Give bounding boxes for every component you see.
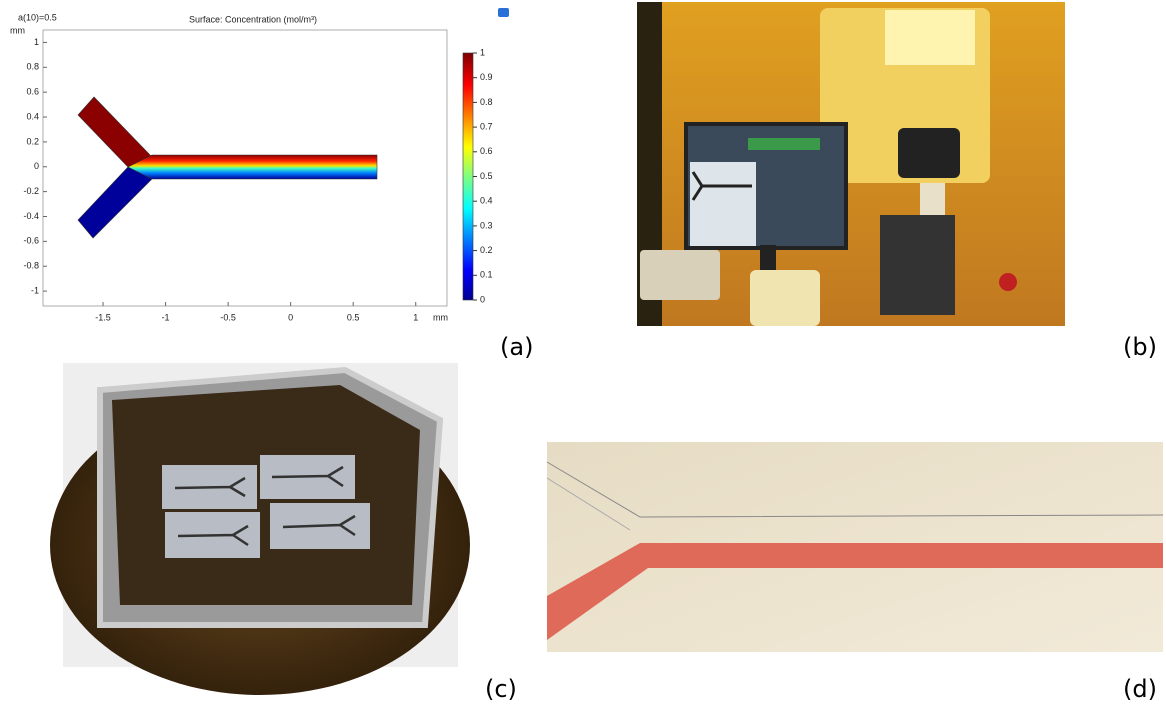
y-tick-label: -0.6: [23, 236, 39, 246]
y-tick-label: -0.8: [23, 261, 39, 271]
parameter: a(10)=0.5: [18, 12, 57, 22]
button: [999, 273, 1017, 291]
channel: [128, 155, 377, 179]
colorbar-tick-label: 0.7: [480, 121, 493, 131]
printer-window: [898, 128, 960, 178]
monitor-stand: [760, 245, 776, 270]
y-tick-label: -1: [31, 285, 39, 295]
x-tick-label: 1: [413, 312, 418, 322]
x-tick-label: -1.5: [95, 312, 111, 322]
colorbar-tick-label: 0.3: [480, 220, 493, 230]
inlet-top: [78, 97, 152, 167]
panel-label: (c): [485, 675, 517, 703]
colorbar-tick-label: 0.2: [480, 245, 493, 255]
y-tick-label: -0.4: [23, 211, 39, 221]
stage: [880, 215, 955, 315]
icon: [498, 8, 509, 17]
panel-c: (c): [50, 363, 517, 703]
panel-b: (b): [637, 2, 1157, 361]
x-tick-label: 0: [288, 312, 293, 322]
panel-d: (d): [547, 442, 1163, 703]
y-tick-label: 0.8: [26, 62, 39, 72]
colorbar-tick-label: 0: [480, 294, 485, 304]
panel-label: (d): [1123, 675, 1157, 703]
screen-image: [690, 162, 756, 246]
plot-title: Surface: Concentration (mol/m³): [189, 14, 317, 24]
y-tick-label: 0.6: [26, 87, 39, 97]
x-tick-label: -0.5: [220, 312, 236, 322]
figure: a(10)=0.5 Surface: Concentration (mol/m³…: [0, 0, 1166, 705]
y-tick-label: 1: [34, 37, 39, 47]
inlet-bottom: [78, 167, 152, 238]
x-unit: mm: [433, 312, 448, 322]
colorbar-tick-label: 0.1: [480, 270, 493, 280]
device: [640, 250, 720, 300]
y-tick-label: 0.2: [26, 136, 39, 146]
colorbar-tick-label: 1: [480, 47, 485, 57]
colorbar-tick-label: 0.9: [480, 72, 493, 82]
printer-panel: [885, 10, 975, 65]
panel-label: (a): [500, 333, 533, 361]
y-tick-label: 0: [34, 161, 39, 171]
colorbar-tick-label: 0.4: [480, 196, 493, 206]
controller: [750, 270, 820, 326]
x-tick-label: 0.5: [347, 312, 360, 322]
y-unit: mm: [10, 25, 25, 35]
y-tick-label: 0.4: [26, 111, 39, 121]
colorbar-tick-label: 0.5: [480, 171, 493, 181]
y-tick-label: -0.2: [23, 186, 39, 196]
panel-label: (b): [1123, 333, 1157, 361]
colorbar: [463, 53, 473, 300]
colorbar-tick-label: 0.8: [480, 97, 493, 107]
screen-button: [748, 138, 820, 150]
panel-a: a(10)=0.5 Surface: Concentration (mol/m³…: [10, 8, 533, 361]
colorbar-tick-label: 0.6: [480, 146, 493, 156]
x-tick-label: -1: [162, 312, 170, 322]
